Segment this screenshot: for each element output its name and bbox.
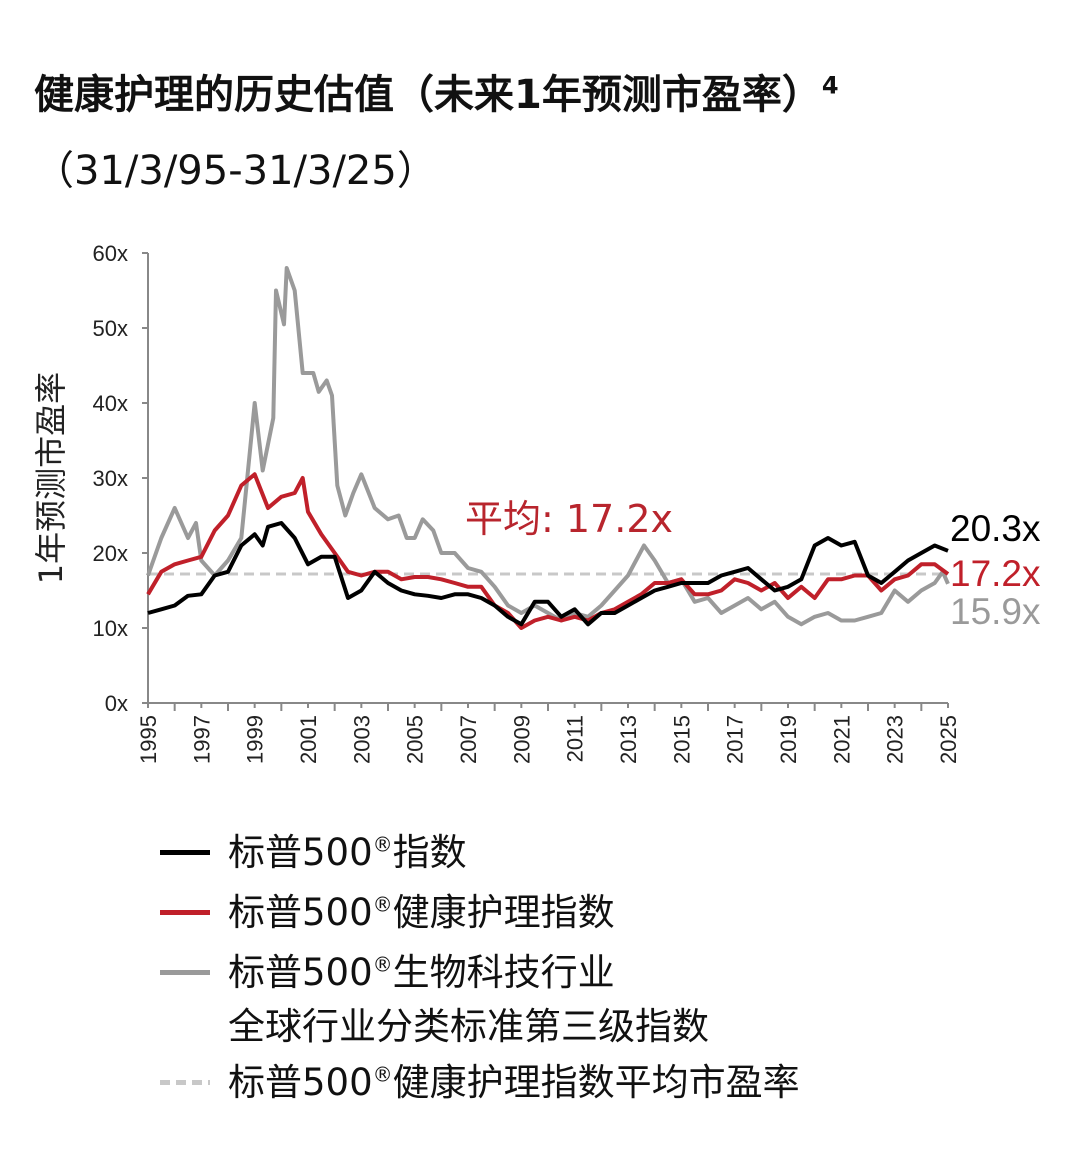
legend-item-biotech: 标普500®生物科技行业 全球行业分类标准第三级指数	[160, 942, 800, 1052]
x-tick-label: 2003	[349, 715, 374, 764]
x-tick-label: 2011	[563, 715, 588, 762]
legend-item-healthcare: 标普500®健康护理指数	[160, 882, 800, 942]
y-tick-label: 20x	[93, 541, 128, 566]
x-tick-label: 1997	[189, 715, 214, 764]
average-annotation: 平均: 17.2x	[465, 497, 673, 541]
y-tick-label: 50x	[93, 316, 128, 341]
x-tick-label: 2009	[509, 715, 534, 764]
x-tick-label: 2007	[456, 715, 481, 764]
y-tick-label: 10x	[93, 616, 128, 641]
y-tick-label: 40x	[93, 391, 128, 416]
x-tick-label: 2021	[829, 715, 854, 764]
legend: 标普500®指数 标普500®健康护理指数 标普500®生物科技行业 全球行业分类…	[160, 822, 800, 1112]
y-tick-label: 30x	[93, 466, 128, 491]
legend-item-sp500: 标普500®指数	[160, 822, 800, 882]
x-tick-label: 2017	[723, 715, 748, 764]
x-tick-label: 2019	[776, 715, 801, 764]
legend-swatch	[160, 970, 210, 975]
x-tick-label: 1999	[243, 715, 268, 764]
x-tick-label: 2005	[403, 715, 428, 764]
series-line-0	[147, 521, 949, 627]
y-tick-label: 60x	[93, 241, 128, 266]
series-line-1	[146, 472, 950, 630]
y-axis-label: 1年预测市盈率	[32, 372, 70, 584]
x-tick-label: 1995	[136, 715, 161, 764]
line-chart: 0x 10x 20x 30x 40x 50x 60x 1995 1997 1999 2001 2003…	[32, 241, 1041, 764]
end-label-1: 17.2x	[950, 553, 1041, 594]
legend-swatch	[160, 1080, 210, 1085]
end-label-2: 15.9x	[950, 591, 1041, 632]
y-tick-label: 0x	[105, 691, 128, 716]
x-tick-label: 2023	[883, 715, 908, 764]
end-label-0: 20.3x	[950, 508, 1041, 549]
legend-item-average: 标普500®健康护理指数平均市盈率	[160, 1052, 800, 1112]
chart-subtitle: （31/3/95-31/3/25）	[34, 148, 437, 194]
legend-swatch	[160, 910, 210, 915]
chart-title: 健康护理的历史估值（未来1年预测市盈率）4	[34, 71, 839, 118]
x-tick-label: 2013	[616, 715, 641, 764]
x-tick-label: 2015	[669, 715, 694, 764]
series-line-2	[146, 266, 950, 627]
x-tick-label: 2001	[296, 715, 321, 764]
x-tick-label: 2025	[936, 715, 961, 764]
legend-swatch	[160, 850, 210, 855]
